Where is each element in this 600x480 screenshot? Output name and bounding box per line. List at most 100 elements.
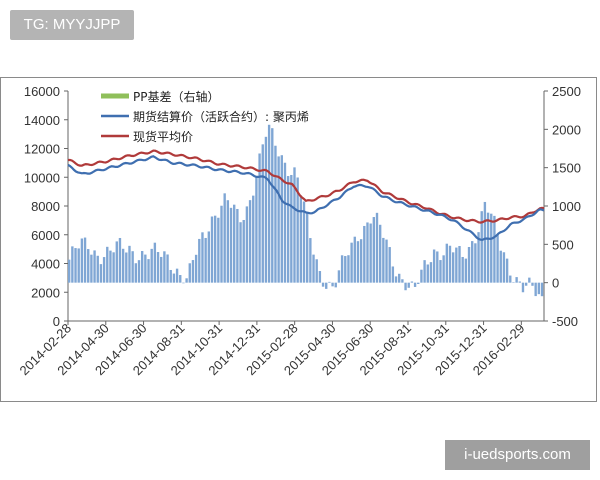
- basis-bar: [274, 145, 277, 283]
- basis-bar: [363, 225, 366, 283]
- right-tick-label: 1500: [552, 161, 581, 176]
- basis-bar: [226, 200, 230, 283]
- basis-bar: [353, 236, 356, 283]
- basis-bar: [191, 260, 195, 283]
- basis-bar: [467, 247, 471, 283]
- basis-bar: [413, 282, 417, 287]
- basis-bar: [537, 282, 541, 295]
- basis-bar: [198, 238, 201, 283]
- left-tick-label: 4000: [31, 257, 60, 272]
- basis-bar: [404, 282, 407, 291]
- basis-bar: [382, 237, 385, 283]
- basis-bar: [461, 256, 464, 283]
- basis-bar: [340, 255, 344, 283]
- basis-bar: [96, 255, 99, 283]
- spot-price-line: [68, 149, 545, 224]
- futures-price-line: [67, 155, 545, 241]
- basis-bar: [528, 277, 531, 283]
- basis-bar: [331, 282, 334, 287]
- basis-bar: [439, 260, 442, 283]
- basis-bar: [337, 270, 341, 283]
- right-tick-label: 0: [552, 276, 559, 291]
- basis-bar: [137, 260, 141, 283]
- basis-bar: [306, 211, 309, 283]
- basis-bar: [125, 252, 128, 283]
- basis-bar: [93, 250, 96, 283]
- right-tick-label: 2500: [552, 84, 581, 99]
- basis-bar: [121, 248, 125, 283]
- basis-bar: [448, 245, 452, 283]
- basis-bar: [318, 271, 322, 283]
- basis-bar: [242, 219, 245, 283]
- basis-bar: [233, 204, 236, 283]
- basis-bar: [293, 167, 296, 283]
- basis-bar: [312, 254, 315, 283]
- legend-spot-label: 现货平均价: [133, 129, 193, 144]
- basis-bar: [194, 254, 198, 283]
- left-tick-label: 8000: [31, 199, 60, 214]
- basis-bar: [432, 249, 436, 283]
- basis-bar: [512, 282, 515, 283]
- basis-bar: [398, 273, 401, 283]
- basis-bar: [77, 248, 80, 283]
- basis-bar: [480, 211, 483, 283]
- basis-bar: [245, 206, 249, 283]
- basis-bar: [286, 176, 290, 283]
- basis-bar: [309, 238, 312, 283]
- basis-bar: [160, 256, 163, 283]
- basis-bar: [99, 264, 103, 283]
- basis-bar: [277, 156, 280, 283]
- right-tick-label: 1000: [552, 199, 581, 214]
- basis-bar: [299, 195, 303, 283]
- basis-bar: [471, 241, 474, 283]
- basis-bar: [486, 212, 490, 283]
- basis-bar: [185, 278, 188, 283]
- basis-bar: [328, 281, 331, 283]
- left-tick-label: 2000: [31, 285, 60, 300]
- basis-bar: [356, 241, 360, 283]
- basis-bar: [80, 238, 84, 283]
- basis-bar: [464, 258, 468, 283]
- basis-bar: [217, 217, 220, 283]
- basis-bar: [347, 255, 350, 283]
- basis-bar: [255, 176, 258, 283]
- basis-bar: [334, 282, 337, 288]
- right-tick-label: 2000: [552, 122, 581, 137]
- basis-bar: [182, 282, 185, 284]
- basis-bar: [378, 224, 382, 283]
- right-tick-label: 500: [552, 237, 574, 252]
- basis-bar: [144, 254, 147, 283]
- basis-bar: [505, 258, 509, 283]
- basis-bar: [417, 282, 420, 284]
- basis-bar: [71, 246, 74, 283]
- basis-bar: [490, 213, 493, 283]
- basis-bar: [134, 263, 138, 283]
- basis-bar: [248, 200, 252, 283]
- basis-bar: [477, 232, 480, 283]
- basis-bar: [423, 260, 426, 283]
- basis-bar: [474, 243, 477, 283]
- left-tick-label: 0: [53, 314, 60, 329]
- basis-bar: [213, 215, 217, 283]
- basis-bars: [68, 124, 544, 297]
- basis-bar: [436, 251, 439, 283]
- basis-bar: [458, 245, 461, 283]
- basis-bar: [540, 282, 544, 297]
- basis-bar: [359, 239, 363, 283]
- basis-bar: [204, 237, 207, 283]
- basis-bar: [290, 174, 293, 283]
- left-tick-label: 14000: [24, 113, 60, 128]
- basis-bar: [90, 254, 93, 283]
- basis-bar: [201, 232, 204, 283]
- basis-bar: [451, 252, 455, 283]
- basis-bar: [261, 144, 264, 283]
- basis-bar: [366, 222, 369, 283]
- basis-bar: [521, 282, 525, 293]
- basis-bar: [264, 136, 268, 283]
- basis-bar: [188, 263, 191, 283]
- basis-bar: [150, 248, 153, 283]
- basis-bar: [131, 251, 134, 283]
- basis-bar: [280, 155, 283, 283]
